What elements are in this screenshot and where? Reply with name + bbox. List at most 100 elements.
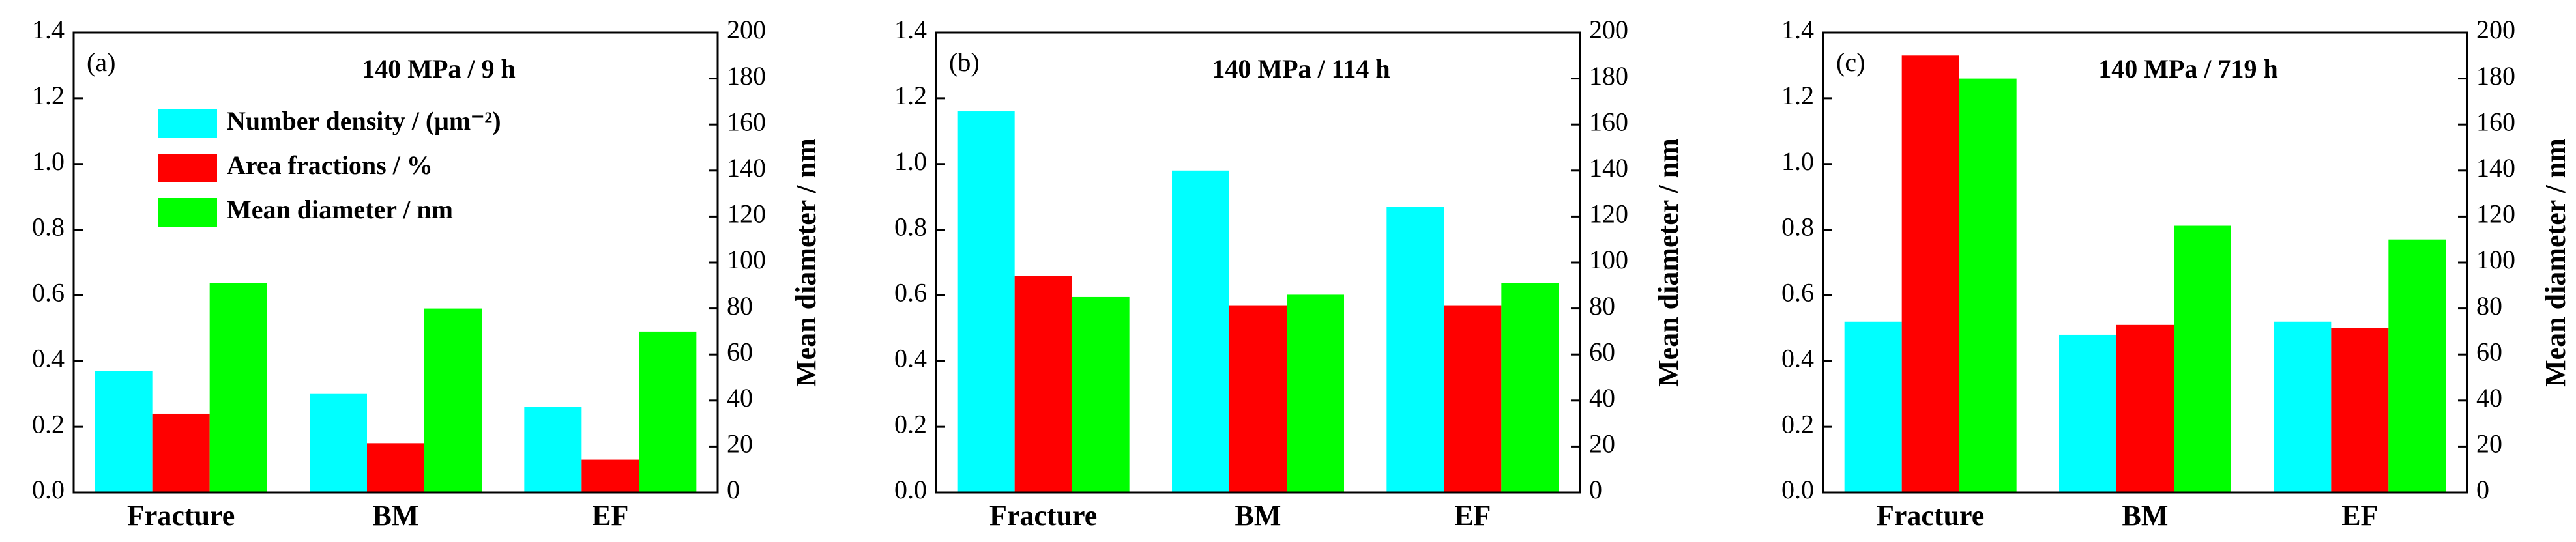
y2-tick-label: 140 bbox=[2476, 153, 2515, 182]
y2-tick-label: 100 bbox=[2476, 245, 2515, 274]
y-tick-label: 0.2 bbox=[894, 409, 927, 438]
legend-label: Mean diameter / nm bbox=[227, 195, 453, 224]
y2-tick-label: 160 bbox=[1589, 107, 1628, 136]
y2-tick-label: 120 bbox=[1589, 199, 1628, 229]
bar bbox=[524, 406, 582, 492]
y-tick-label: 1.4 bbox=[32, 15, 65, 44]
y2-tick-label: 100 bbox=[727, 245, 766, 274]
y2-tick-label: 60 bbox=[2476, 337, 2502, 366]
bar bbox=[1901, 55, 1959, 493]
y2-tick-label: 0 bbox=[727, 475, 740, 504]
bar bbox=[367, 443, 424, 492]
y2-tick-label: 200 bbox=[2476, 15, 2515, 44]
x-tick-label: EF bbox=[2341, 500, 2378, 532]
y2-tick-label: 180 bbox=[727, 61, 766, 91]
legend-swatch bbox=[158, 154, 217, 182]
bar bbox=[1172, 170, 1229, 492]
y2-tick-label: 60 bbox=[1589, 337, 1615, 366]
y-tick-label: 1.2 bbox=[32, 81, 65, 110]
panel-label: (a) bbox=[87, 48, 115, 77]
y2-tick-label: 40 bbox=[2476, 383, 2502, 412]
y-tick-label: 0.0 bbox=[1781, 475, 1814, 504]
bar bbox=[1229, 305, 1287, 492]
y2-tick-label: 80 bbox=[2476, 291, 2502, 321]
y2-tick-label: 120 bbox=[727, 199, 766, 229]
y-tick-label: 0.8 bbox=[1781, 212, 1814, 242]
y2-tick-label: 20 bbox=[2476, 429, 2502, 459]
y-tick-label: 1.4 bbox=[1781, 15, 1814, 44]
x-tick-label: Fracture bbox=[1877, 500, 1984, 532]
y2-tick-label: 40 bbox=[727, 383, 753, 412]
bar bbox=[1287, 294, 1344, 492]
y2-tick-label: 140 bbox=[1589, 153, 1628, 182]
bar bbox=[1844, 321, 1902, 492]
y2-tick-label: 40 bbox=[1589, 383, 1615, 412]
x-tick-label: BM bbox=[373, 500, 419, 532]
legend-label: Area fractions / % bbox=[227, 150, 433, 180]
y-tick-label: 0.4 bbox=[894, 343, 927, 373]
y2-tick-label: 20 bbox=[727, 429, 753, 459]
y2-tick-label: 180 bbox=[1589, 61, 1628, 91]
x-tick-label: Fracture bbox=[989, 500, 1097, 532]
panel-label: (b) bbox=[949, 48, 980, 77]
y2-axis-label: Mean diameter / nm bbox=[790, 138, 822, 387]
y2-tick-label: 200 bbox=[727, 15, 766, 44]
bar bbox=[152, 413, 210, 492]
y2-tick-label: 120 bbox=[2476, 199, 2515, 229]
panel-label: (c) bbox=[1836, 48, 1865, 77]
legend-swatch bbox=[158, 109, 217, 138]
y2-tick-label: 20 bbox=[1589, 429, 1615, 459]
bar bbox=[1072, 296, 1130, 492]
y2-tick-label: 100 bbox=[1589, 245, 1628, 274]
panel-title: 140 MPa / 114 h bbox=[1212, 54, 1390, 83]
y2-tick-label: 80 bbox=[727, 291, 753, 321]
bar bbox=[1501, 283, 1559, 492]
bar bbox=[1959, 78, 2017, 493]
y-tick-label: 1.0 bbox=[32, 147, 65, 176]
y-tick-label: 0.4 bbox=[1781, 343, 1814, 373]
y2-tick-label: 0 bbox=[1589, 475, 1602, 504]
y-tick-label: 0.2 bbox=[32, 409, 65, 438]
y-tick-label: 0.6 bbox=[1781, 278, 1814, 307]
y-tick-label: 0.0 bbox=[32, 475, 65, 504]
y-tick-label: 1.0 bbox=[1781, 147, 1814, 176]
bar bbox=[1014, 276, 1072, 492]
bar bbox=[2388, 239, 2446, 492]
y-tick-label: 0.8 bbox=[894, 212, 927, 242]
bar bbox=[2331, 328, 2389, 492]
legend-swatch bbox=[158, 198, 217, 227]
y-tick-label: 0.4 bbox=[32, 343, 65, 373]
x-tick-label: EF bbox=[1454, 500, 1491, 532]
bar bbox=[2174, 225, 2231, 492]
x-tick-label: BM bbox=[1235, 500, 1281, 532]
bar bbox=[2116, 324, 2174, 492]
bar bbox=[1386, 207, 1444, 492]
y-tick-label: 1.2 bbox=[1781, 81, 1814, 110]
bar bbox=[1444, 305, 1502, 492]
bar bbox=[639, 331, 697, 492]
bar bbox=[424, 308, 482, 492]
y-tick-label: 0.2 bbox=[1781, 409, 1814, 438]
bar bbox=[2274, 321, 2332, 492]
y-tick-label: 0.6 bbox=[32, 278, 65, 307]
x-tick-label: EF bbox=[592, 500, 628, 532]
bar bbox=[95, 371, 153, 492]
y2-tick-label: 160 bbox=[727, 107, 766, 136]
y-tick-label: 1.0 bbox=[894, 147, 927, 176]
y2-tick-label: 200 bbox=[1589, 15, 1628, 44]
bar bbox=[2059, 334, 2116, 492]
bar bbox=[957, 111, 1015, 492]
y-tick-label: 0.8 bbox=[32, 212, 65, 242]
bar bbox=[581, 459, 639, 492]
y-tick-label: 1.4 bbox=[894, 15, 927, 44]
y-tick-label: 0.0 bbox=[894, 475, 927, 504]
x-tick-label: Fracture bbox=[127, 500, 235, 532]
y2-tick-label: 0 bbox=[2476, 475, 2489, 504]
y-tick-label: 0.6 bbox=[894, 278, 927, 307]
y2-tick-label: 60 bbox=[727, 337, 753, 366]
y2-tick-label: 180 bbox=[2476, 61, 2515, 91]
panel-title: 140 MPa / 9 h bbox=[362, 54, 516, 83]
y2-axis-label: Mean diameter / nm bbox=[2539, 138, 2571, 387]
panel-title: 140 MPa / 719 h bbox=[2098, 54, 2278, 83]
